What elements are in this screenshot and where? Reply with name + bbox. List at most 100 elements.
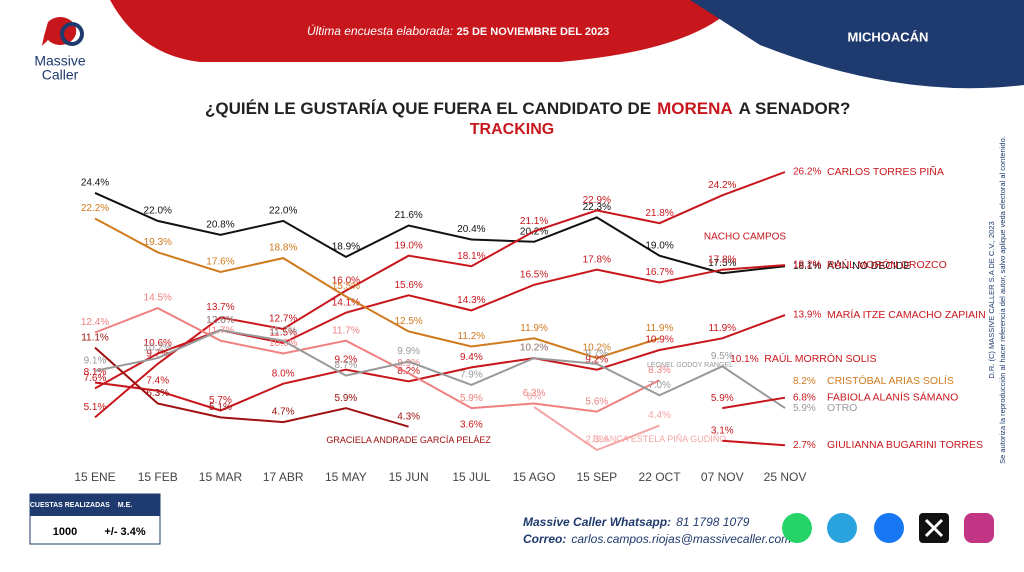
data-label: 19.0% (394, 240, 422, 251)
data-label: 9.2% (335, 354, 358, 365)
data-label: 8.1% (84, 367, 107, 378)
data-label: 24.4% (81, 178, 109, 189)
data-label: 22.0% (269, 205, 297, 216)
title-part: A SENADOR? (739, 99, 851, 118)
data-label: 10.9% (645, 335, 673, 346)
data-label: 10.2% (144, 343, 172, 354)
facebook-icon[interactable] (874, 513, 904, 543)
survey-label: Última encuesta elaborada: (307, 23, 453, 38)
data-label: 5.9% (335, 393, 358, 404)
data-label: 20.8% (206, 219, 234, 230)
data-label: 7.4% (146, 375, 169, 386)
data-label: 5.9% (711, 393, 734, 404)
data-label: 10.2% (583, 343, 611, 354)
survey-date: 25 DE NOVIEMBRE DEL 2023 (457, 26, 610, 38)
table-cell: +/- 3.4% (104, 526, 145, 538)
data-label: 19.0% (645, 240, 673, 251)
data-label: 6.3% (146, 388, 169, 399)
contact-label: Correo: (523, 532, 566, 546)
data-label: 22.2% (81, 203, 109, 214)
series-line (94, 191, 786, 275)
series-name: GRACIELA ANDRADE GARCÍA PELÁEZ (326, 435, 491, 445)
notice: Se autoriza la reproducción al hacer ref… (998, 136, 1007, 464)
plot: 15 ENE 15 FEB 15 MAR 17 ABR 15 MAY 15 JUN 15 J… (74, 165, 985, 484)
x-tick-label: 15 MAY (325, 470, 367, 484)
title-part: ¿QUIÉN LE GUSTARÍA QUE FUERA EL CANDIDAT… (205, 99, 651, 118)
data-label: 12.5% (394, 316, 422, 327)
series-line (94, 307, 660, 413)
annotation: NACHO CAMPOS (704, 232, 787, 243)
whatsapp-icon[interactable] (782, 513, 812, 543)
data-label: 10.6% (144, 338, 172, 349)
logo-icon (60, 22, 84, 46)
data-label: 8.9% (397, 358, 420, 369)
data-label: 2.3% (585, 435, 608, 446)
contact-label: Massive Caller Whatsapp: (523, 515, 671, 529)
data-label: 8.0% (272, 368, 295, 379)
data-label: 4.4% (648, 410, 671, 421)
data-label: 16.7% (645, 267, 673, 278)
region-band (690, 0, 1024, 89)
data-label: 5.6% (585, 396, 608, 407)
series-name: CARLOS TORRES PIÑA (827, 165, 944, 178)
data-label: 11.5% (269, 328, 297, 339)
logo-icon (42, 17, 77, 46)
x-tick-label: 25 NOV (764, 470, 807, 484)
data-label: 15.5% (332, 281, 360, 292)
data-label: 2.7% (793, 440, 816, 451)
data-label: 14.1% (332, 297, 360, 308)
data-label: 11.7% (269, 325, 297, 336)
data-label: 21.8% (645, 208, 673, 219)
data-label: 9.5% (711, 351, 734, 362)
series-line (94, 346, 409, 428)
x-tick-label: 15 ENE (74, 470, 115, 484)
data-label: 7.9% (460, 370, 483, 381)
data-label: 8.2% (793, 376, 816, 387)
data-label: 20.4% (457, 224, 485, 235)
instagram-icon[interactable] (964, 513, 994, 543)
data-label: 11.9% (646, 323, 674, 334)
data-label: 11.7% (332, 325, 360, 336)
data-label: 5.1% (84, 402, 107, 413)
data-label: 17.6% (206, 257, 234, 268)
chart-title: ¿QUIÉN LE GUSTARÍA QUE FUERA EL CANDIDAT… (205, 99, 850, 118)
data-label: 18.2% (793, 260, 821, 271)
data-label: 11.9% (520, 323, 548, 334)
data-label: 18.9% (332, 242, 360, 253)
data-label: 16.5% (520, 269, 548, 280)
telegram-icon[interactable] (827, 513, 857, 543)
header-band (110, 0, 740, 62)
data-label: 17.8% (708, 254, 736, 265)
data-label: 4.7% (272, 407, 295, 418)
x-tick-label: 15 JUN (389, 470, 429, 484)
data-label: 8.3% (648, 365, 671, 376)
series-line (94, 217, 660, 360)
region: MICHOACÁN (848, 29, 929, 44)
data-label: 26.2% (793, 167, 821, 178)
data-label: 9.4% (460, 352, 483, 363)
data-label: 3.6% (460, 420, 483, 431)
data-label: 4.3% (397, 411, 420, 422)
data-label: 13.7% (206, 302, 234, 313)
data-label: 6.8% (793, 392, 816, 403)
data-label: 10.6% (269, 338, 297, 349)
series-name: RAÚL MORRÓN SOLIS (764, 352, 876, 365)
data-label: 9.7% (585, 349, 608, 360)
data-label: 12.6% (206, 315, 234, 326)
data-label: 16.0% (332, 275, 360, 286)
data-label: 5.9% (460, 393, 483, 404)
table-head-text: M.E. (118, 502, 132, 509)
data-label: 21.1% (520, 216, 548, 227)
x-tick-label: 15 MAR (199, 470, 243, 484)
logo-text: Massive (34, 53, 86, 69)
data-label: 17.5% (708, 258, 736, 269)
data-label: 18.1% (793, 261, 821, 272)
data-label: 13.9% (793, 310, 821, 321)
data-label: 9.2% (585, 354, 608, 365)
data-label: 6% (527, 392, 542, 403)
x-tick-label: 07 NOV (701, 470, 744, 484)
data-label: 14.3% (457, 295, 485, 306)
series-name: CRISTÓBAL ARIAS SOLÍS (827, 374, 954, 387)
series-line (533, 406, 660, 452)
data-label: 8.2% (397, 366, 420, 377)
